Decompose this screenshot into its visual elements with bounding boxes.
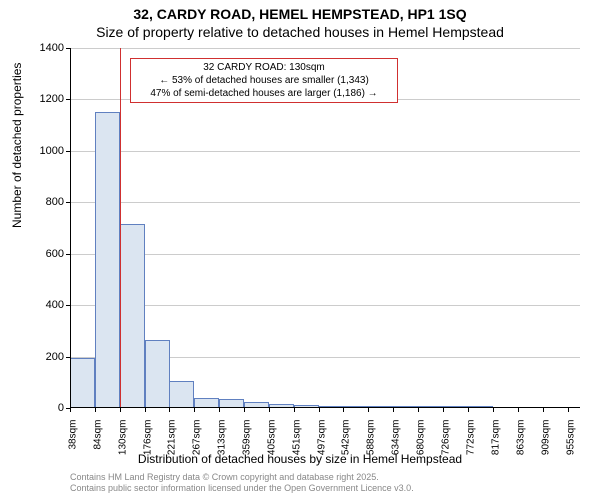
histogram-bar [169,381,194,408]
y-tick-label: 400 [24,299,64,311]
grid-line [70,48,580,49]
grid-line [70,202,580,203]
x-tick-mark [95,408,96,412]
chart-container: 32, CARDY ROAD, HEMEL HEMPSTEAD, HP1 1SQ… [0,0,600,500]
y-axis-line [70,48,71,408]
x-tick-mark [194,408,195,412]
x-tick-mark [493,408,494,412]
histogram-bar [95,112,120,408]
histogram-bar [70,358,95,408]
y-tick-label: 1400 [24,42,64,54]
annotation-line3: 47% of semi-detached houses are larger (… [137,87,391,100]
histogram-bar [120,224,145,408]
grid-line [70,254,580,255]
x-tick-mark [368,408,369,412]
marker-line [120,48,121,408]
histogram-bar [145,340,170,408]
chart-title-address: 32, CARDY ROAD, HEMEL HEMPSTEAD, HP1 1SQ [0,6,600,22]
chart-title-description: Size of property relative to detached ho… [0,24,600,40]
x-axis-line [70,407,580,408]
footer-line2: Contains public sector information licen… [70,483,414,494]
y-tick-label: 1200 [24,93,64,105]
y-tick-label: 800 [24,196,64,208]
property-annotation-box: 32 CARDY ROAD: 130sqm ← 53% of detached … [130,58,398,103]
x-tick-mark [393,408,394,412]
x-tick-mark [120,408,121,412]
grid-line [70,305,580,306]
x-tick-mark [219,408,220,412]
annotation-line1: 32 CARDY ROAD: 130sqm [137,61,391,74]
y-axis-label: Number of detached properties [10,63,24,228]
y-tick-label: 1000 [24,145,64,157]
x-tick-mark [543,408,544,412]
footer-line1: Contains HM Land Registry data © Crown c… [70,472,414,483]
x-tick-mark [244,408,245,412]
y-tick-label: 200 [24,351,64,363]
x-tick-mark [319,408,320,412]
y-tick-label: 600 [24,248,64,260]
x-tick-mark [145,408,146,412]
plot-area: 32 CARDY ROAD: 130sqm ← 53% of detached … [70,48,580,408]
x-tick-mark [269,408,270,412]
x-tick-mark [343,408,344,412]
grid-line [70,151,580,152]
x-tick-mark [294,408,295,412]
x-tick-mark [443,408,444,412]
x-axis-label: Distribution of detached houses by size … [0,452,600,466]
x-tick-mark [418,408,419,412]
annotation-line2: ← 53% of detached houses are smaller (1,… [137,74,391,87]
attribution-footer: Contains HM Land Registry data © Crown c… [70,472,414,494]
y-tick-label: 0 [24,402,64,414]
x-tick-mark [518,408,519,412]
x-tick-mark [169,408,170,412]
x-tick-mark [468,408,469,412]
x-tick-mark [70,408,71,412]
x-tick-mark [568,408,569,412]
